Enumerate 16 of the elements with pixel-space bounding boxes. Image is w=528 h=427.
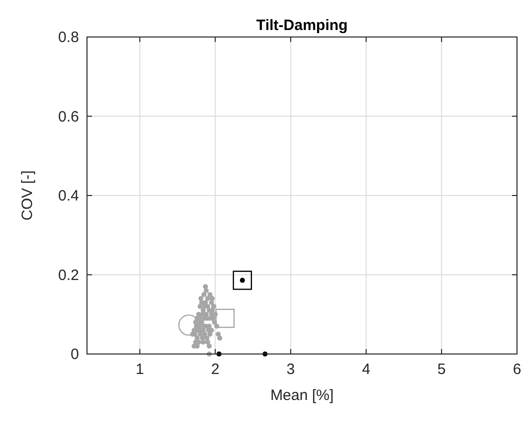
x-tick-label: 5 [437,361,446,378]
x-tick-label: 3 [286,361,295,378]
x-axis-title: Mean [%] [270,387,334,404]
x-tick-label: 4 [362,361,370,378]
y-tick-label: 0.6 [58,108,79,126]
x-tick-label: 2 [211,361,220,378]
y-tick-label: 0.8 [58,29,79,46]
point [232,270,252,290]
point [215,308,235,328]
y-tick-label: 0.2 [58,266,79,284]
y-axis-title: COV [-] [19,170,36,221]
chart-title: Tilt-Damping [256,17,348,34]
y-tick-label: 0.4 [58,188,79,204]
y-tick-label: 0 [70,346,79,363]
x-tick-label: 6 [512,361,522,378]
x-tick-label: 1 [136,361,144,378]
